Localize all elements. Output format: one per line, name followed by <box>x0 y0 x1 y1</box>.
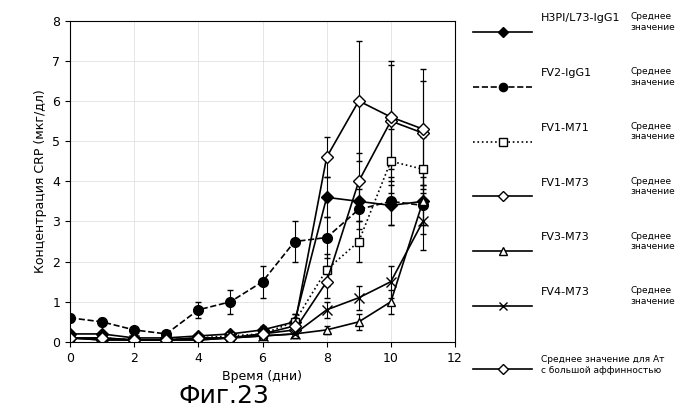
Text: H3PI/L73-IgG1: H3PI/L73-IgG1 <box>540 13 620 23</box>
Y-axis label: Концентрация CRP (мкг/дл): Концентрация CRP (мкг/дл) <box>34 89 47 273</box>
Text: Фиг.23: Фиг.23 <box>178 384 270 408</box>
Text: Среднее значение для Ат
с большой аффинностью: Среднее значение для Ат с большой аффинн… <box>540 355 664 375</box>
Text: Среднее
значение: Среднее значение <box>630 232 675 251</box>
Text: FV2-IgG1: FV2-IgG1 <box>540 68 592 78</box>
Text: FV3-M73: FV3-M73 <box>540 232 589 242</box>
Text: Среднее
значение: Среднее значение <box>630 122 675 141</box>
X-axis label: Время (дни): Время (дни) <box>223 370 302 383</box>
Text: Среднее
значение: Среднее значение <box>630 286 675 306</box>
Text: FV1-M71: FV1-M71 <box>540 123 589 133</box>
Text: Среднее
значение: Среднее значение <box>630 12 675 32</box>
Text: FV4-M73: FV4-M73 <box>540 287 589 297</box>
Text: Среднее
значение: Среднее значение <box>630 177 675 196</box>
Text: FV1-M73: FV1-M73 <box>540 178 589 187</box>
Text: Среднее
значение: Среднее значение <box>630 67 675 87</box>
